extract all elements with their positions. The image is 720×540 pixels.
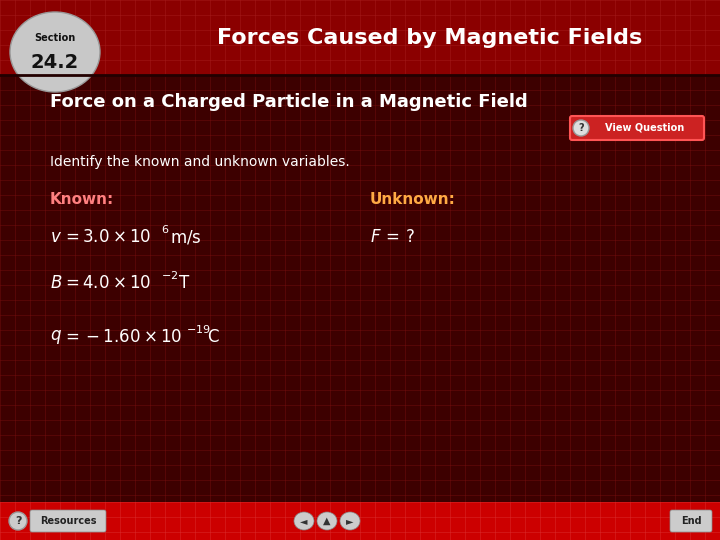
Text: 24.2: 24.2 bbox=[31, 52, 79, 71]
FancyBboxPatch shape bbox=[570, 116, 704, 140]
FancyBboxPatch shape bbox=[30, 510, 106, 532]
Text: Resources: Resources bbox=[40, 516, 96, 526]
Text: $\mathrm{m/s}$: $\mathrm{m/s}$ bbox=[170, 228, 202, 246]
Text: $= 4.0\times10$: $= 4.0\times10$ bbox=[62, 274, 151, 292]
Text: Force on a Charged Particle in a Magnetic Field: Force on a Charged Particle in a Magneti… bbox=[50, 93, 528, 111]
Text: ◄: ◄ bbox=[300, 516, 307, 526]
Text: $-2$: $-2$ bbox=[161, 269, 179, 281]
Text: Section: Section bbox=[35, 33, 76, 43]
Text: $\mathrm{T}$: $\mathrm{T}$ bbox=[178, 274, 190, 292]
Text: $= \, ?$: $= \, ?$ bbox=[382, 228, 415, 246]
Text: ▲: ▲ bbox=[323, 516, 330, 526]
Ellipse shape bbox=[294, 512, 314, 530]
Text: $B$: $B$ bbox=[50, 274, 63, 292]
Text: Unknown:: Unknown: bbox=[370, 192, 456, 207]
Ellipse shape bbox=[10, 12, 100, 92]
Ellipse shape bbox=[317, 512, 337, 530]
Text: $F$: $F$ bbox=[370, 228, 382, 246]
FancyBboxPatch shape bbox=[0, 0, 720, 75]
Circle shape bbox=[573, 120, 589, 136]
Text: $6$: $6$ bbox=[161, 223, 169, 235]
Ellipse shape bbox=[9, 512, 27, 530]
Text: $-19$: $-19$ bbox=[186, 323, 211, 335]
Text: Known:: Known: bbox=[50, 192, 114, 207]
Ellipse shape bbox=[340, 512, 360, 530]
Text: $q$: $q$ bbox=[50, 328, 62, 346]
Text: $= -1.60\times10$: $= -1.60\times10$ bbox=[62, 328, 182, 346]
Text: ?: ? bbox=[578, 123, 584, 133]
FancyBboxPatch shape bbox=[0, 502, 720, 540]
Text: End: End bbox=[680, 516, 701, 526]
Text: ►: ► bbox=[346, 516, 354, 526]
Text: View Question: View Question bbox=[606, 123, 685, 133]
Text: $v$: $v$ bbox=[50, 228, 62, 246]
Text: $= 3.0\times10$: $= 3.0\times10$ bbox=[62, 228, 151, 246]
Text: Identify the known and unknown variables.: Identify the known and unknown variables… bbox=[50, 155, 350, 169]
Text: $\mathrm{C}$: $\mathrm{C}$ bbox=[207, 328, 220, 346]
Text: Forces Caused by Magnetic Fields: Forces Caused by Magnetic Fields bbox=[217, 28, 643, 48]
FancyBboxPatch shape bbox=[670, 510, 712, 532]
Text: ?: ? bbox=[14, 516, 22, 526]
